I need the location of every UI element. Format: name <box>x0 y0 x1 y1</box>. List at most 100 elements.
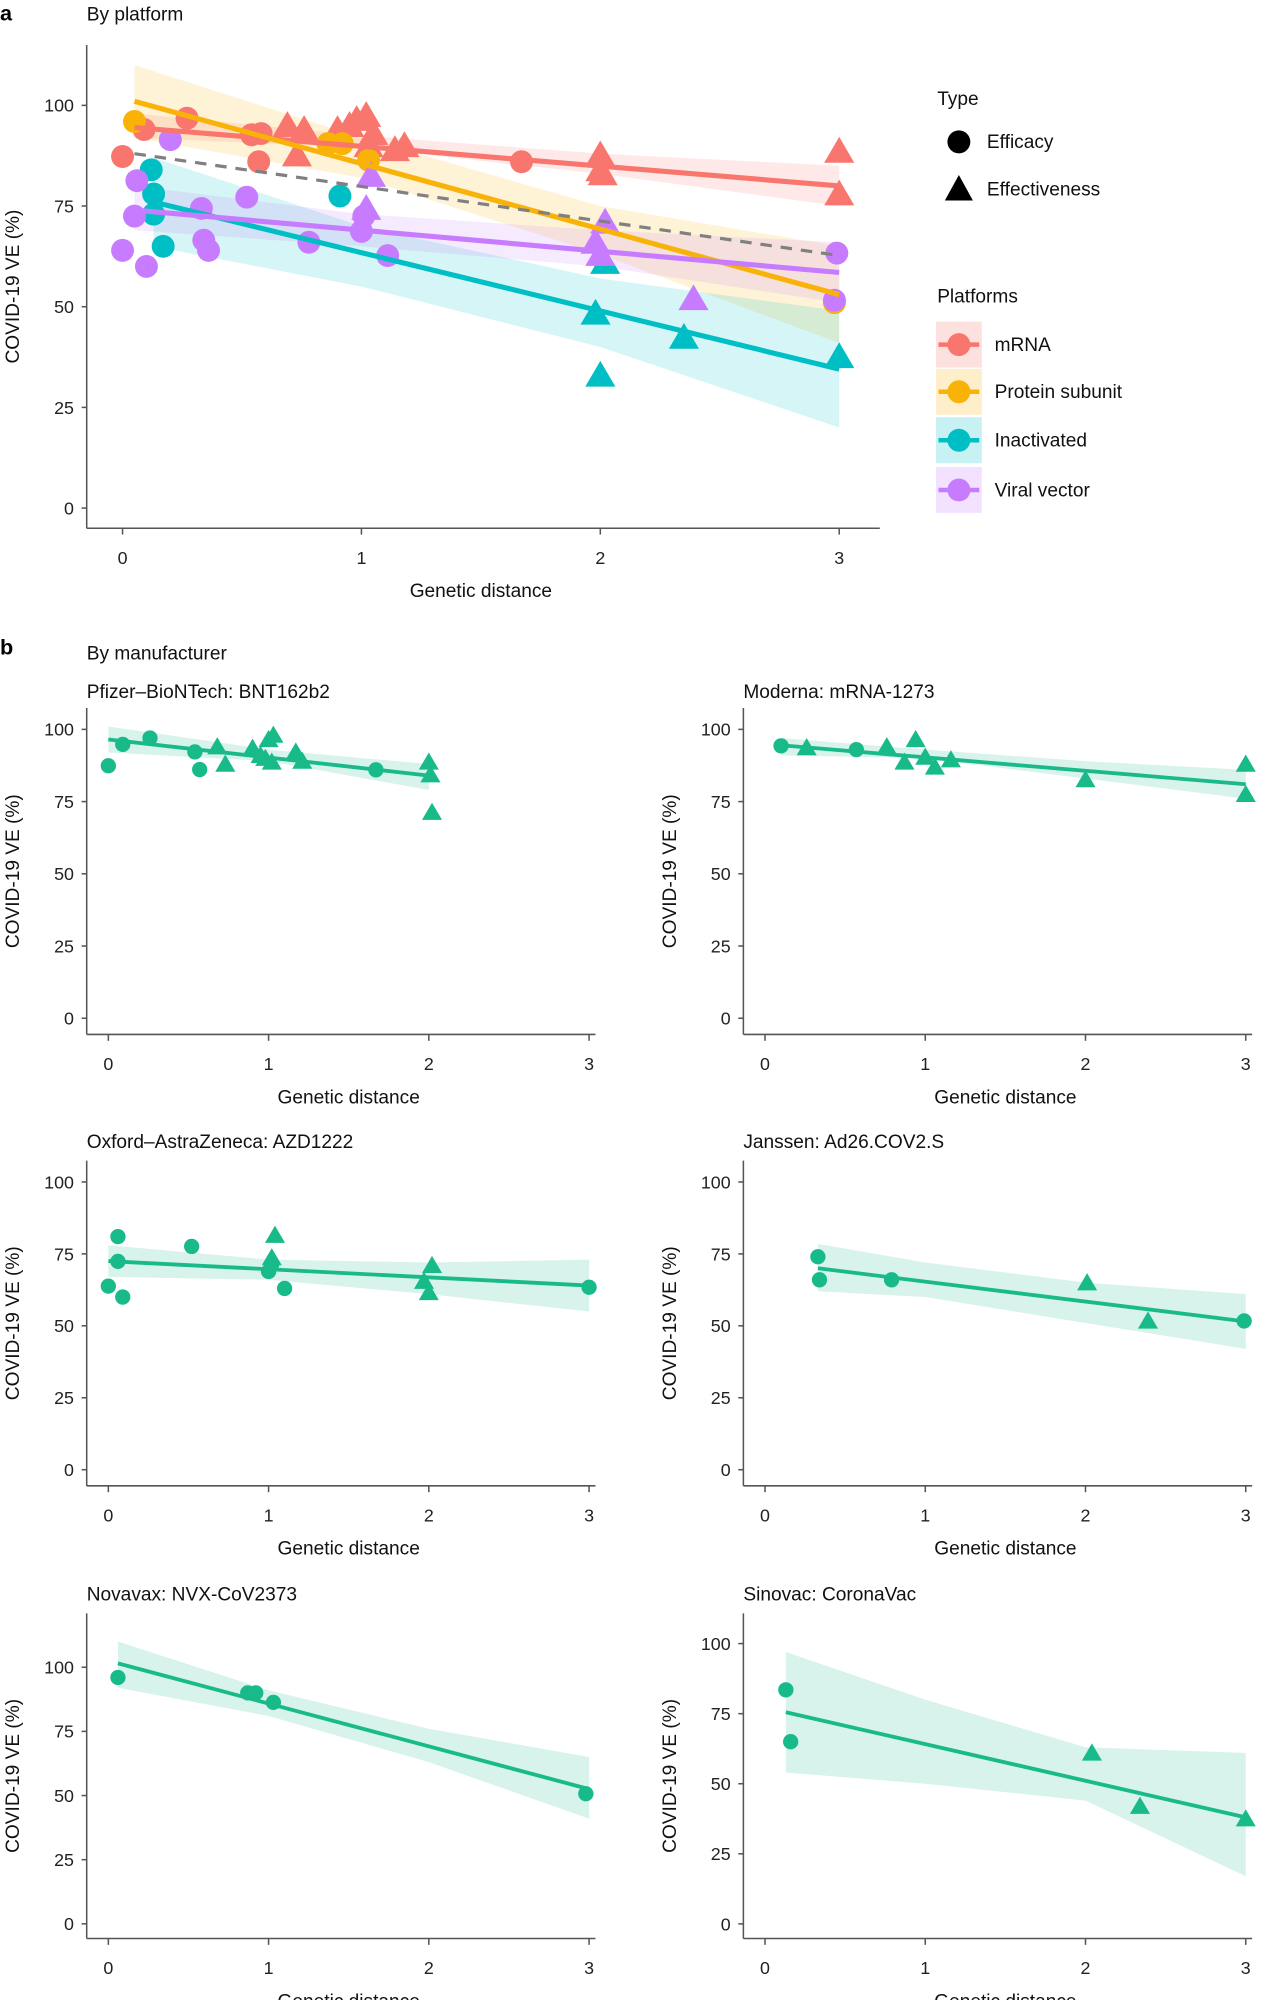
panel-a-letter: a <box>0 1 13 26</box>
legend-platform-title: Platforms <box>937 287 1018 308</box>
effectiveness-point <box>585 140 616 167</box>
x-tick-label: 2 <box>1081 1054 1091 1074</box>
legend-platform-label: Viral vector <box>995 480 1091 501</box>
x-tick-label: 2 <box>1081 1958 1091 1978</box>
y-axis-label: COVID-19 VE (%) <box>3 1246 24 1400</box>
x-tick-label: 3 <box>584 1054 594 1074</box>
efficacy-point <box>142 182 166 206</box>
y-tick-label: 100 <box>44 1658 74 1678</box>
y-tick-label: 50 <box>711 1774 731 1794</box>
legend-platform-label: Protein subunit <box>995 382 1123 403</box>
x-axis-label: Genetic distance <box>278 1087 420 1108</box>
regression-line <box>108 1259 590 1288</box>
y-tick-label: 50 <box>54 1786 74 1806</box>
effectiveness-point <box>876 737 897 755</box>
legend-platform-label: Inactivated <box>995 431 1087 452</box>
effectiveness-point <box>355 161 387 187</box>
legend-platform-item: mRNA <box>935 321 1052 368</box>
legend-platform-label: mRNA <box>995 335 1052 356</box>
x-axis-label: Genetic distance <box>410 581 552 602</box>
x-axis-label: Genetic distance <box>278 1539 420 1560</box>
y-tick-label: 50 <box>54 864 74 884</box>
effectiveness-point <box>1075 770 1096 788</box>
panel-a-subtitle: By platform <box>87 5 184 26</box>
efficacy-point <box>235 185 259 209</box>
effectiveness-point <box>261 1248 282 1266</box>
effectiveness-point <box>351 194 382 220</box>
y-tick-label: 25 <box>711 1844 731 1864</box>
regression-line <box>785 1710 1247 1820</box>
x-axis-label: Genetic distance <box>934 1991 1076 2000</box>
effectiveness-point <box>421 1255 443 1274</box>
y-tick-label: 100 <box>701 1172 731 1192</box>
x-tick-label: 2 <box>595 548 605 568</box>
legend-point-swatch <box>947 478 971 502</box>
effectiveness-point <box>587 159 618 186</box>
effectiveness-point <box>421 802 443 820</box>
legend-triangle-icon <box>944 175 973 201</box>
y-tick-label: 75 <box>54 1244 74 1264</box>
y-tick-label: 25 <box>54 1388 74 1408</box>
legend-type-label: Efficacy <box>987 132 1054 153</box>
efficacy-point <box>110 1669 126 1686</box>
effectiveness-point <box>924 757 945 775</box>
x-axis-label: Genetic distance <box>934 1087 1076 1108</box>
efficacy-point <box>778 1682 794 1698</box>
efficacy-point <box>125 169 149 193</box>
effectiveness-point <box>1235 784 1256 803</box>
y-axis-label: COVID-19 VE (%) <box>660 1246 681 1400</box>
x-axis-label: Genetic distance <box>934 1539 1076 1560</box>
y-tick-label: 100 <box>44 96 74 116</box>
x-tick-label: 3 <box>1241 1506 1251 1526</box>
effectiveness-point <box>1081 1743 1102 1761</box>
y-tick-label: 0 <box>721 1914 731 1934</box>
efficacy-point <box>115 1289 131 1305</box>
effectiveness-point <box>894 752 915 770</box>
platform-chart: 0 25 50 75 100 0 1 2 3 Genetic distance COVID-19 V… <box>3 44 880 602</box>
x-tick-label: 3 <box>584 1506 594 1526</box>
x-tick-label: 1 <box>356 548 366 568</box>
effectiveness-point <box>678 284 709 311</box>
efficacy-point <box>578 1786 594 1802</box>
x-tick-label: 0 <box>760 1054 770 1074</box>
efficacy-point <box>276 1280 293 1297</box>
manufacturer-chart: Oxford–AstraZeneca: AZD1222 0 25 50 75 100 0 1 2… <box>3 1132 597 1560</box>
regression-line <box>817 1266 1246 1324</box>
y-tick-label: 100 <box>44 720 74 740</box>
effectiveness-point <box>1129 1796 1151 1814</box>
y-axis-label: COVID-19 VE (%) <box>3 210 24 364</box>
effectiveness-point <box>420 765 441 783</box>
x-axis-label: Genetic distance <box>278 1991 420 2000</box>
y-tick-label: 50 <box>711 1316 731 1336</box>
effectiveness-point <box>824 342 855 369</box>
regression-line <box>108 737 430 778</box>
panel-b-letter: b <box>0 634 13 659</box>
chart-title: Moderna: mRNA-1273 <box>743 682 934 703</box>
legend-platform-item: Protein subunit <box>935 368 1123 415</box>
efficacy-point <box>811 1272 828 1288</box>
overall-regression-line <box>134 152 840 258</box>
legend: Type Efficacy Effectiveness Platforms mR… <box>935 89 1123 513</box>
y-tick-label: 75 <box>54 196 74 216</box>
x-tick-label: 2 <box>424 1054 434 1074</box>
effectiveness-point <box>585 360 616 387</box>
x-tick-label: 2 <box>424 1506 434 1526</box>
y-tick-label: 75 <box>711 1244 731 1264</box>
y-tick-label: 25 <box>54 398 74 418</box>
x-tick-label: 1 <box>920 1506 930 1526</box>
effectiveness-point <box>264 1225 286 1243</box>
y-tick-label: 25 <box>54 936 74 956</box>
regression-line <box>134 124 840 189</box>
legend-platform-item: Viral vector <box>935 467 1091 513</box>
x-tick-label: 1 <box>920 1054 930 1074</box>
efficacy-point <box>822 288 846 312</box>
x-tick-label: 0 <box>760 1958 770 1978</box>
effectiveness-point <box>1137 1311 1159 1329</box>
efficacy-point <box>328 184 352 208</box>
efficacy-point <box>187 744 203 760</box>
y-tick-label: 0 <box>64 1009 74 1029</box>
manufacturer-chart: Moderna: mRNA-1273 0 25 50 75 100 0 1 2 3 Genetic … <box>660 682 1256 1108</box>
effectiveness-point <box>281 140 312 167</box>
y-axis-label: COVID-19 VE (%) <box>3 794 24 948</box>
